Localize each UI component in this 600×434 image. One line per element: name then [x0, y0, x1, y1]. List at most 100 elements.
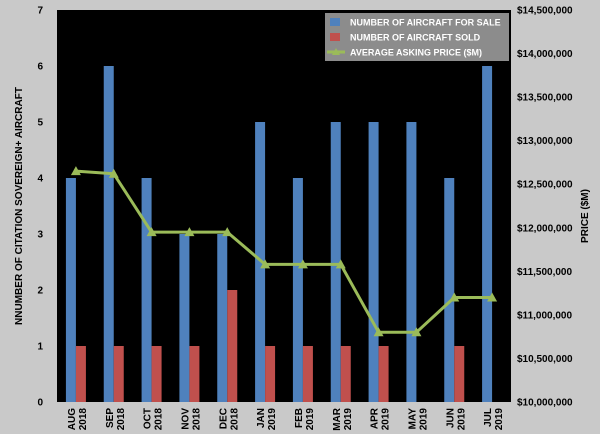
- x-tick-year: 2018: [229, 408, 240, 431]
- bar-sold: [340, 346, 351, 402]
- y2-tick-label: $12,000,000: [517, 223, 573, 234]
- x-tick-label: MAY 2019: [407, 408, 429, 431]
- x-tick-month: MAY: [407, 408, 418, 430]
- bar-for-sale: [179, 234, 190, 402]
- y2-axis-title: PRICE ($M): [580, 189, 591, 243]
- x-tick-month: AUG: [67, 408, 78, 430]
- bar-for-sale: [406, 122, 417, 402]
- price-marker: [411, 327, 422, 337]
- x-tick-year: 2018: [116, 408, 127, 431]
- y2-tick-label: $13,000,000: [517, 136, 573, 147]
- bar-sold: [189, 346, 200, 402]
- bar-sold: [454, 346, 465, 402]
- y2-tick-label: $14,500,000: [517, 6, 573, 17]
- x-tick-label: AUG 2018: [67, 408, 89, 431]
- x-tick-label: JAN 2019: [256, 408, 278, 431]
- price-marker: [70, 166, 81, 176]
- price-marker: [184, 227, 195, 237]
- x-tick-month: FEB: [294, 408, 305, 428]
- bar-for-sale: [103, 66, 114, 402]
- x-tick-year: 2018: [154, 408, 165, 431]
- y-tick-label: 5: [37, 118, 43, 129]
- price-marker: [146, 227, 157, 237]
- bar-for-sale: [368, 122, 379, 402]
- x-tick-month: NOV: [180, 408, 191, 430]
- bar-for-sale: [65, 178, 76, 402]
- y-tick-label: 3: [37, 230, 43, 241]
- legend-label: NUMBER OF AIRCRAFT FOR SALE: [350, 18, 501, 28]
- x-tick-label: MAR 2019: [332, 407, 354, 431]
- x-tick-year: 2019: [267, 408, 278, 431]
- legend-swatch: [330, 18, 340, 26]
- y2-tick-label: $11,500,000: [517, 267, 572, 278]
- y-tick-label: 6: [37, 62, 43, 73]
- y2-tick-label: $11,000,000: [517, 310, 572, 321]
- y-tick-label: 4: [37, 174, 43, 185]
- bar-for-sale: [292, 178, 303, 402]
- bar-sold: [302, 346, 313, 402]
- y2-tick-label: $10,500,000: [517, 354, 573, 365]
- bar-sold: [227, 290, 238, 402]
- price-line: [75, 169, 493, 334]
- legend-box: [325, 13, 509, 61]
- bar-for-sale: [330, 122, 341, 402]
- x-tick-year: 2019: [418, 408, 429, 431]
- x-tick-month: SEP: [105, 408, 116, 428]
- price-marker: [297, 259, 308, 269]
- legend-label: NUMBER OF AIRCRAFT SOLD: [350, 33, 481, 43]
- x-tick-month: OCT: [143, 408, 154, 429]
- bar-for-sale: [444, 178, 455, 402]
- x-tick-label: FEB 2019: [294, 408, 316, 431]
- price-marker: [108, 168, 119, 178]
- price-marker: [260, 259, 271, 269]
- y-axis-title: NNUMBER OF CITATION SOVEREIGN+ AIRCRAFT: [14, 87, 25, 325]
- bar-sold: [151, 346, 162, 402]
- y-tick-label: 0: [37, 398, 43, 409]
- bar-for-sale: [482, 66, 493, 402]
- price-marker: [335, 259, 346, 269]
- legend-marker: [332, 48, 340, 55]
- x-tick-label: OCT 2018: [143, 408, 165, 431]
- price-marker: [487, 292, 498, 302]
- y2-tick-label: $12,500,000: [517, 180, 573, 191]
- x-tick-label: JUN 2019: [445, 408, 467, 431]
- x-tick-label: APR 2019: [370, 407, 392, 430]
- y-tick-label: 7: [37, 6, 43, 17]
- y-tick-label: 2: [37, 286, 43, 297]
- x-tick-label: NOV 2018: [180, 408, 202, 431]
- bar-sold: [378, 346, 389, 402]
- bar-for-sale: [141, 178, 152, 402]
- x-tick-year: 2019: [381, 408, 392, 431]
- bar-sold: [113, 346, 124, 402]
- price-marker: [222, 227, 233, 237]
- plot-area: [57, 10, 511, 402]
- x-tick-year: 2018: [191, 408, 202, 431]
- x-tick-label: SEP 2018: [105, 408, 127, 431]
- price-marker: [449, 292, 460, 302]
- x-tick-month: JUN: [445, 408, 456, 428]
- legend-swatch: [330, 33, 340, 41]
- bar-sold: [265, 346, 276, 402]
- bar-for-sale: [217, 234, 228, 402]
- x-tick-label: JUL 2019: [483, 408, 505, 431]
- x-tick-year: 2019: [305, 408, 316, 431]
- x-tick-year: 2018: [78, 408, 89, 431]
- x-tick-month: JUL: [483, 408, 494, 427]
- x-tick-month: JAN: [256, 408, 267, 428]
- y2-tick-label: $14,000,000: [517, 49, 573, 60]
- x-tick-year: 2019: [343, 408, 354, 431]
- x-tick-month: APR: [370, 407, 381, 429]
- x-tick-month: MAR: [332, 407, 343, 431]
- x-tick-year: 2019: [494, 408, 505, 431]
- y2-tick-label: $10,000,000: [517, 398, 573, 409]
- y2-tick-label: $13,500,000: [517, 93, 573, 104]
- price-marker: [373, 327, 384, 337]
- x-tick-month: DEC: [218, 408, 229, 429]
- x-tick-label: DEC 2018: [218, 408, 240, 431]
- bar-sold: [75, 346, 86, 402]
- y-tick-label: 1: [37, 342, 43, 353]
- x-tick-year: 2019: [456, 408, 467, 431]
- legend-label: AVERAGE ASKING PRICE ($M): [350, 48, 482, 58]
